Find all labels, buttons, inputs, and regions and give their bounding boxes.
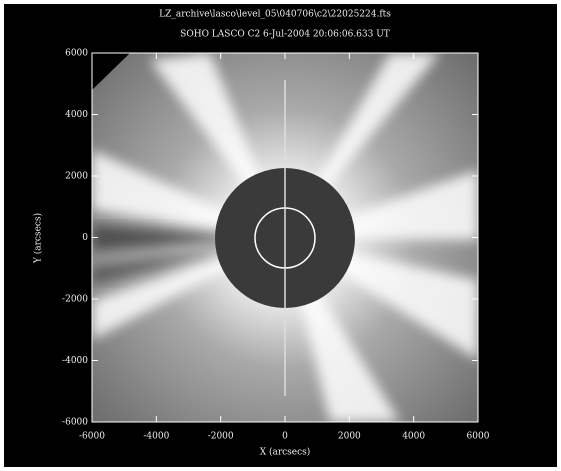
x-tick-label: 2000: [338, 432, 361, 442]
x-axis-label: X (arcsecs): [260, 447, 311, 458]
y-tick-label: 2000: [65, 172, 88, 182]
y-axis-label: Y (arcsecs): [33, 213, 44, 264]
x-tick-label: -2000: [208, 432, 234, 442]
x-tick-label: 4000: [402, 432, 425, 442]
x-tick-label: -6000: [79, 432, 105, 442]
file-path: LZ_archive\lasco\level_05\040706\c2\2202…: [159, 10, 391, 20]
x-tick-label: 0: [282, 432, 288, 442]
y-tick-label: 6000: [65, 49, 88, 59]
y-tick-label: 0: [82, 233, 88, 243]
chart-title: SOHO LASCO C2 6-Jul-2004 20:06:06.633 UT: [180, 30, 390, 40]
page: LZ_archive\lasco\level_05\040706\c2\2202…: [0, 0, 561, 471]
y-tick-label: -2000: [62, 295, 88, 305]
y-tick-label: -4000: [62, 356, 88, 366]
x-tick-label: -4000: [143, 432, 169, 442]
chart: LZ_archive\lasco\level_05\040706\c2\2202…: [0, 0, 561, 471]
y-tick-label: -6000: [62, 418, 88, 428]
y-tick-label: 4000: [65, 110, 88, 120]
x-tick-label: 6000: [467, 432, 490, 442]
